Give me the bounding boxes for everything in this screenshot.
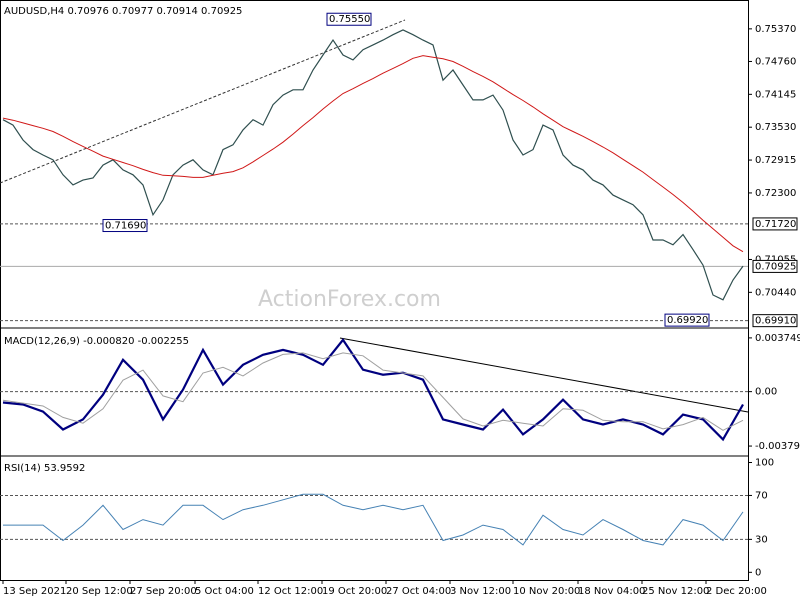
y-tick-label: 0.75370 (755, 24, 796, 35)
x-tick-label: 5 Oct 04:00 (195, 586, 254, 597)
trend-line (339, 337, 749, 413)
x-tick-label: 19 Oct 20:00 (322, 586, 387, 597)
x-tick-label: 3 Nov 12:00 (450, 586, 511, 597)
x-tick-label: 18 Nov 04:00 (578, 586, 645, 597)
level-label-box (752, 217, 798, 231)
panel-title: RSI(14) 53.9592 (4, 463, 85, 474)
panel-title: MACD(12,26,9) -0.000820 -0.002255 (4, 336, 189, 347)
y-tick-label: 100 (755, 457, 774, 468)
y-tick-label: 0.72300 (755, 188, 796, 199)
y-tick-label: -0.003796 (755, 441, 800, 452)
y-tick-label: 0.74145 (755, 89, 796, 100)
watermark: ActionForex.com (258, 287, 441, 312)
level-label: 0.69910 (755, 316, 796, 327)
x-tick-label: 27 Sep 20:00 (130, 586, 197, 597)
series-line (3, 493, 744, 546)
annotation-box (326, 12, 372, 26)
x-tick-label: 20 Sep 12:00 (66, 586, 133, 597)
series-line (2, 55, 744, 253)
x-tick-label: 25 Nov 12:00 (642, 586, 709, 597)
series-line (2, 338, 744, 442)
panel-title: AUDUSD,H4 0.70976 0.70977 0.70914 0.7092… (4, 6, 242, 17)
annotation-label: 0.71690 (105, 221, 146, 232)
y-tick-label: 0 (755, 567, 761, 578)
x-tick-label: 12 Oct 12:00 (258, 586, 323, 597)
y-tick-label: 0.70440 (755, 287, 796, 298)
series-line (2, 29, 744, 301)
level-label: 0.70925 (755, 261, 796, 272)
y-tick-label: 30 (755, 534, 768, 545)
annotation-label: 0.69920 (667, 315, 708, 326)
annotation-box (664, 313, 710, 327)
x-tick-label: 27 Oct 04:00 (386, 586, 451, 597)
y-tick-label: 0.72915 (755, 155, 796, 166)
x-tick-label: 13 Sep 2021 (3, 586, 66, 597)
series-line (2, 352, 744, 431)
x-tick-label: 10 Nov 20:00 (513, 586, 580, 597)
annotation-box (102, 219, 148, 233)
y-tick-label: 0.00 (755, 387, 777, 398)
level-label-box (752, 259, 798, 273)
y-tick-label: 0.73530 (755, 122, 796, 133)
annotation-label: 0.75550 (329, 14, 370, 25)
y-tick-label: 0.003749 (755, 333, 800, 344)
y-tick-label: 70 (755, 490, 768, 501)
y-tick-label: 0.74760 (755, 56, 796, 67)
chart-frame (0, 0, 749, 581)
x-tick-label: 2 Dec 20:00 (706, 586, 767, 597)
trend-line (0, 19, 406, 184)
level-label-box (752, 314, 798, 328)
level-label: 0.71720 (755, 219, 796, 230)
